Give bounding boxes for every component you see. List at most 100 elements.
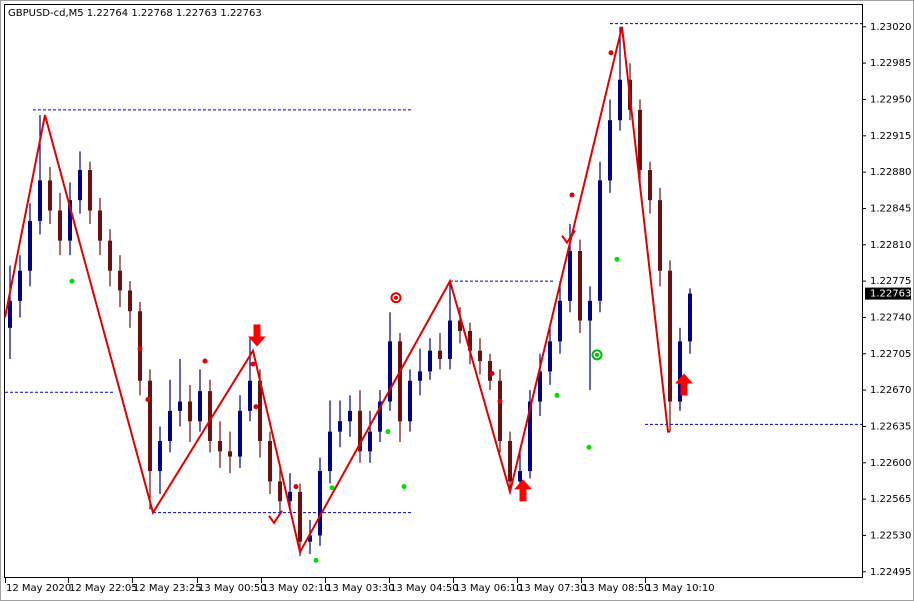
candle-body	[308, 535, 312, 542]
y-tick-label: 1.22950	[870, 94, 911, 105]
candle-body	[398, 341, 402, 422]
signal-ring	[591, 349, 603, 361]
y-tick-label: 1.22635	[870, 421, 911, 432]
candle-body	[418, 371, 422, 381]
candle-body	[248, 380, 252, 411]
candle-body	[568, 251, 572, 301]
candle-body	[448, 320, 452, 359]
signal-ring-center	[394, 295, 398, 300]
candle-body	[68, 200, 72, 241]
candle-body	[358, 410, 362, 452]
candle-body	[648, 170, 652, 201]
candle-body	[688, 293, 692, 342]
candle-body	[478, 350, 482, 362]
signal-dot	[489, 371, 495, 377]
signal-arrow	[675, 373, 693, 396]
candle-body	[408, 380, 412, 422]
plot-frame	[4, 4, 863, 578]
candle-body	[518, 471, 522, 482]
candle-body	[198, 391, 202, 422]
chart-title: GBPUSD-cd,M5 1.22764 1.22768 1.22763 1.2…	[8, 8, 262, 19]
candle-body	[118, 270, 122, 291]
candle-body	[138, 311, 142, 381]
candle-body	[28, 220, 32, 271]
zigzag-line	[4, 26, 670, 555]
y-tick-label: 1.23020	[870, 22, 911, 33]
candle-body	[528, 401, 532, 472]
candle-body	[108, 240, 112, 271]
candle-body	[88, 170, 92, 211]
candle-body	[588, 300, 592, 321]
candle-body	[488, 361, 492, 381]
signal-dot	[401, 484, 407, 490]
check-mark	[268, 510, 283, 525]
signal-dot	[586, 444, 592, 450]
candle-body	[78, 170, 82, 201]
x-tick-label: 12 May 23:25	[133, 583, 202, 594]
candle-body	[18, 270, 22, 301]
candle-body	[608, 120, 612, 181]
signal-dot	[385, 429, 391, 435]
candle-body	[148, 380, 152, 472]
y-tick-label: 1.22600	[870, 458, 911, 469]
signal-dot	[614, 256, 620, 262]
candle-body	[538, 371, 542, 402]
y-tick-label: 1.22740	[870, 312, 911, 323]
y-tick-label: 1.22705	[870, 349, 911, 360]
x-tick-label: 13 May 03:30	[326, 583, 395, 594]
y-tick-label: 1.22985	[870, 58, 911, 69]
signal-dot	[145, 396, 151, 402]
candle-body	[218, 440, 222, 452]
candle-body	[508, 440, 512, 482]
y-tick-label: 1.22775	[870, 276, 911, 287]
candle-body	[658, 200, 662, 271]
y-tick-label: 1.22530	[870, 530, 911, 541]
candle-body	[388, 341, 392, 402]
signal-dot	[569, 192, 575, 198]
candle-body	[618, 79, 622, 121]
candle-body	[558, 300, 562, 342]
signal-dot	[329, 485, 335, 491]
y-tick-label: 1.22845	[870, 203, 911, 214]
candle-body	[168, 410, 172, 441]
candle-body	[188, 401, 192, 422]
y-tick-label: 1.22915	[870, 131, 911, 142]
signal-dot	[497, 399, 503, 405]
candle-body	[288, 491, 292, 502]
signal-dot	[608, 50, 614, 56]
candle-body	[338, 421, 342, 432]
x-tick-label: 13 May 04:50	[390, 583, 459, 594]
candle-body	[328, 431, 332, 472]
candle-body	[468, 330, 472, 351]
x-tick-label: 13 May 00:50	[198, 583, 267, 594]
check-mark	[561, 230, 576, 245]
last-price-box	[865, 287, 911, 300]
y-tick-label: 1.22495	[870, 567, 911, 578]
candle-body	[38, 180, 42, 221]
signal-dot	[293, 484, 299, 490]
y-tick-label: 1.22880	[870, 167, 911, 178]
x-tick-label: 13 May 02:10	[262, 583, 331, 594]
candle-body	[438, 350, 442, 359]
x-tick-label: 12 May 22:05	[69, 583, 138, 594]
candle-body	[258, 380, 262, 441]
signal-arrow	[248, 324, 266, 347]
y-tick-label: 1.22670	[870, 385, 911, 396]
candle-body	[498, 380, 502, 441]
last-price-label: 1.22763	[870, 289, 911, 300]
signal-dot	[137, 346, 143, 352]
candle-body	[128, 290, 132, 312]
signal-arrow	[514, 479, 532, 502]
x-tick-label: 12 May 2020	[6, 583, 71, 594]
candle-body	[278, 481, 282, 502]
candle-body	[678, 341, 682, 402]
signal-ring-center	[595, 352, 599, 357]
candle-body	[228, 451, 232, 457]
candle-body	[318, 471, 322, 536]
signal-dot	[554, 392, 560, 398]
y-tick-label: 1.22565	[870, 494, 911, 505]
x-tick-label: 13 May 08:50	[582, 583, 651, 594]
candle-body	[158, 440, 162, 472]
